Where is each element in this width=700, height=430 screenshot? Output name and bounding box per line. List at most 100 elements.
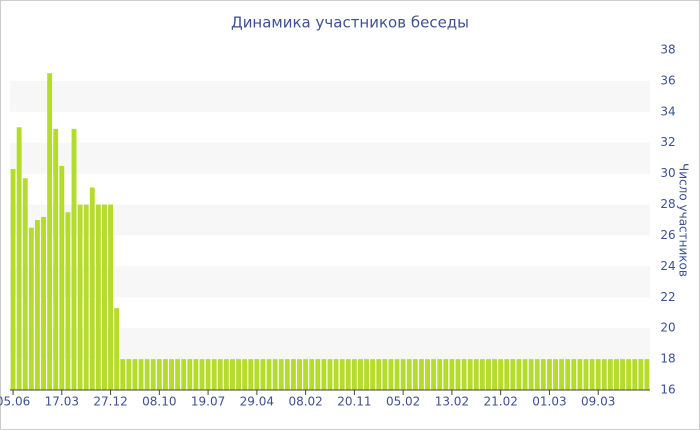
bar [175, 359, 181, 390]
y-tick-label: 24 [660, 259, 675, 273]
bar [400, 359, 406, 390]
y-axis-title: Число участников [677, 163, 691, 277]
grid-band [10, 80, 650, 112]
bar [443, 359, 449, 390]
bar [41, 216, 46, 390]
bar [71, 128, 77, 390]
bar [522, 359, 528, 390]
bar [248, 359, 254, 390]
bar [431, 359, 437, 390]
bar [95, 204, 101, 390]
bar [583, 359, 589, 390]
y-tick-label: 38 [660, 43, 675, 57]
y-tick-label: 22 [660, 290, 675, 304]
bar [577, 359, 583, 390]
bar [382, 359, 388, 390]
bar [339, 359, 345, 390]
bar [236, 359, 242, 390]
y-tick-label: 32 [660, 135, 675, 149]
bar [546, 359, 552, 390]
bar [266, 359, 272, 390]
bar [278, 359, 284, 390]
bar [455, 359, 461, 390]
y-tick-label: 30 [660, 166, 675, 180]
bar [22, 178, 28, 390]
bar [620, 359, 626, 390]
y-tick-label: 18 [660, 352, 675, 366]
bar [467, 359, 473, 390]
bar [303, 359, 309, 390]
y-tick-label: 26 [660, 228, 675, 242]
bar [565, 359, 571, 390]
bar [449, 359, 455, 390]
y-tick-label: 36 [660, 73, 675, 87]
bar [47, 73, 53, 390]
bar [83, 204, 89, 390]
bar [315, 359, 321, 390]
bar [53, 128, 59, 390]
bar [156, 359, 162, 390]
bar [16, 127, 22, 390]
bar [644, 359, 650, 390]
bar [205, 359, 211, 390]
bar [290, 359, 296, 390]
bar [230, 359, 235, 390]
x-tick-label: 08.10 [142, 395, 176, 409]
bar [260, 359, 266, 390]
bar [162, 359, 168, 390]
bar [77, 204, 83, 390]
grid-band [10, 204, 650, 236]
chart-title: Динамика участников беседы [231, 14, 469, 32]
bar [309, 359, 315, 390]
bar [327, 359, 333, 390]
bar [120, 359, 126, 390]
grid-band [10, 266, 650, 298]
bar [138, 359, 144, 390]
bar [638, 359, 644, 390]
bar [223, 359, 229, 390]
bar [187, 359, 193, 390]
bar [595, 359, 601, 390]
x-tick-label: 29.04 [240, 395, 274, 409]
bar [394, 359, 400, 390]
bar [132, 359, 138, 390]
bar [358, 359, 363, 390]
y-tick-label: 34 [660, 104, 675, 118]
bar [150, 359, 156, 390]
y-tick-label: 16 [660, 383, 675, 397]
bar [388, 359, 394, 390]
bar [437, 359, 443, 390]
bar [479, 359, 485, 390]
bar [65, 212, 71, 390]
bar [242, 359, 248, 390]
bar [540, 359, 546, 390]
x-tick-label: 05.06 [0, 395, 30, 409]
bar [144, 359, 150, 390]
x-tick-label: 09.03 [581, 395, 615, 409]
bar [632, 359, 638, 390]
bar [553, 359, 558, 390]
bar [28, 227, 34, 390]
bar [10, 169, 16, 390]
bar [504, 359, 510, 390]
bar [193, 359, 199, 390]
bar [89, 187, 95, 390]
bar [297, 359, 302, 390]
bar [486, 359, 491, 390]
bar [126, 359, 132, 390]
bar [211, 359, 217, 390]
bar [626, 359, 632, 390]
bar [370, 359, 376, 390]
bar [492, 359, 498, 390]
bar [108, 204, 114, 390]
bar [607, 359, 613, 390]
bar [461, 359, 467, 390]
bar [254, 359, 260, 390]
bar [601, 359, 607, 390]
x-tick-label: 21.02 [483, 395, 517, 409]
bar [333, 359, 339, 390]
x-tick-label: 19.07 [191, 395, 225, 409]
grid-band [10, 142, 650, 174]
bar [59, 165, 65, 390]
